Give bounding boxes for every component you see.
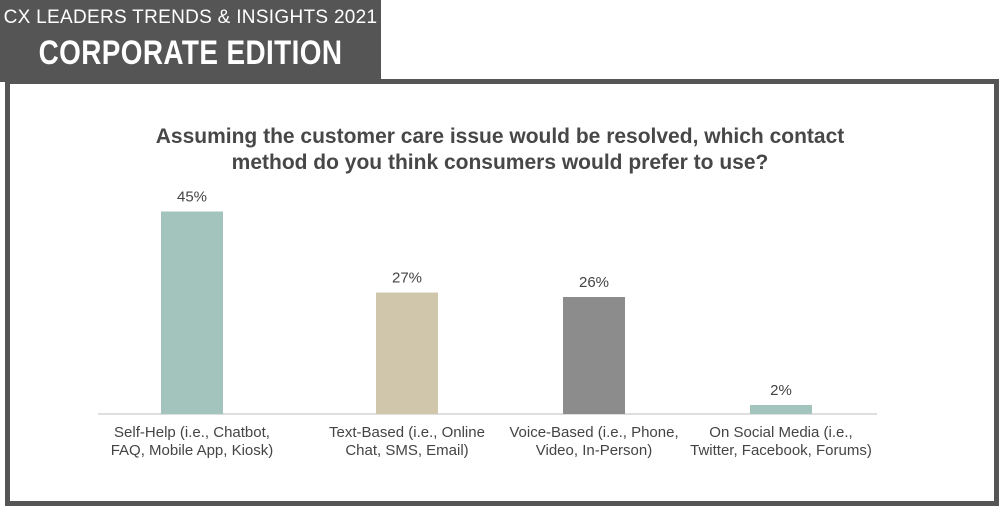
bar-1 bbox=[161, 211, 223, 414]
chart-title: Assuming the customer care issue would b… bbox=[155, 125, 845, 174]
category-label-4: On Social Media (i.e., Twitter, Facebook… bbox=[690, 424, 872, 459]
category-label-3: Voice-Based (i.e., Phone, Video, In-Pers… bbox=[509, 424, 679, 459]
value-label-4: 2% bbox=[770, 382, 792, 399]
value-label-2: 27% bbox=[392, 270, 422, 287]
bar-3 bbox=[563, 297, 625, 414]
value-label-1: 45% bbox=[177, 189, 207, 206]
bar-2 bbox=[376, 292, 438, 414]
bar-4 bbox=[750, 405, 812, 414]
value-label-3: 26% bbox=[579, 274, 609, 291]
header-kicker: CX LEADERS TRENDS & INSIGHTS 2021 bbox=[3, 7, 378, 28]
category-label-2: Text-Based (i.e., Online Chat, SMS, Emai… bbox=[329, 424, 485, 459]
category-label-1: Self-Help (i.e., Chatbot, FAQ, Mobile Ap… bbox=[110, 424, 274, 459]
